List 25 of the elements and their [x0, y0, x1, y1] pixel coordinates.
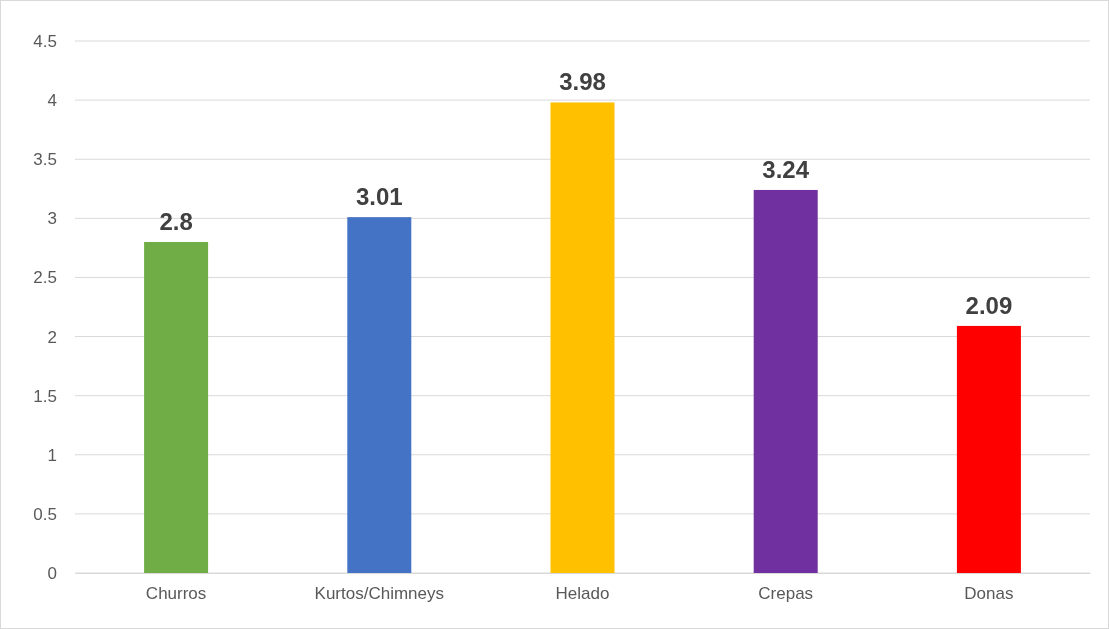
data-label: 3.98 [559, 68, 606, 96]
x-tick-label: Churros [145, 584, 207, 604]
y-tick-label: 1 [47, 445, 57, 465]
y-tick-label: 1.5 [33, 386, 57, 406]
y-tick-label: 2.5 [33, 268, 57, 288]
y-tick-label: 3.5 [33, 150, 57, 170]
y-tick-label: 2 [47, 327, 57, 347]
data-label: 3.01 [355, 183, 403, 211]
y-tick-label: 4 [47, 91, 57, 111]
x-tick-label: Kurtos/Chimneys [314, 584, 445, 604]
y-tick-label: 3 [47, 209, 57, 229]
y-tick-label: 4.5 [33, 31, 57, 51]
x-tick-label: Donas [964, 584, 1014, 604]
bar [956, 325, 1021, 573]
x-tick-label: Helado [555, 584, 610, 604]
bar [144, 241, 209, 573]
y-tick-label: 0.5 [33, 504, 57, 524]
bar [550, 102, 615, 573]
data-label: 2.8 [159, 207, 193, 235]
bar [753, 189, 818, 573]
bar [347, 217, 412, 573]
data-label: 3.24 [762, 155, 810, 183]
y-tick-label: 0 [47, 563, 57, 583]
x-tick-label: Crepas [758, 584, 814, 604]
data-label: 2.09 [965, 291, 1013, 319]
